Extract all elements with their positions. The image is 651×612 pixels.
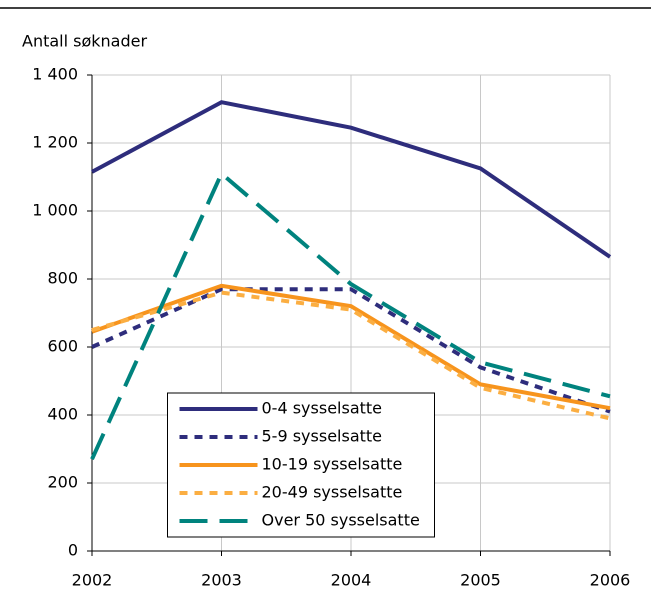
- y-tick-label: 0: [68, 541, 78, 560]
- x-tick-label: 2004: [331, 571, 372, 590]
- legend: 0-4 sysselsatte 5-9 sysselsatte 10-19 syss…: [167, 392, 435, 538]
- y-tick-label: 1 400: [32, 65, 78, 84]
- x-tick-label: 2006: [590, 571, 631, 590]
- y-tick-label: 200: [47, 473, 78, 492]
- series-line: [90, 170, 611, 461]
- legend-label: 10-19 sysselsatte: [262, 455, 403, 474]
- y-tick-label: 800: [47, 269, 78, 288]
- y-axis-label: Antall søknader: [22, 32, 147, 51]
- series-line: [91, 100, 612, 259]
- x-tick-label: 2003: [201, 571, 242, 590]
- legend-label: 0-4 sysselsatte: [262, 399, 383, 418]
- x-tick-label: 2005: [460, 571, 501, 590]
- series-line: [91, 287, 611, 414]
- y-tick-label: 1 000: [32, 201, 78, 220]
- y-tick-label: 600: [47, 337, 78, 356]
- legend-label: Over 50 sysselsatte: [262, 511, 420, 530]
- x-tick-label: 2002: [72, 571, 113, 590]
- legend-label: 20-49 sysselsatte: [262, 483, 403, 502]
- y-tick-label: 400: [47, 405, 78, 424]
- legend-label: 5-9 sysselsatte: [262, 427, 383, 446]
- y-tick-label: 1 200: [32, 133, 78, 152]
- series-line: [91, 283, 611, 411]
